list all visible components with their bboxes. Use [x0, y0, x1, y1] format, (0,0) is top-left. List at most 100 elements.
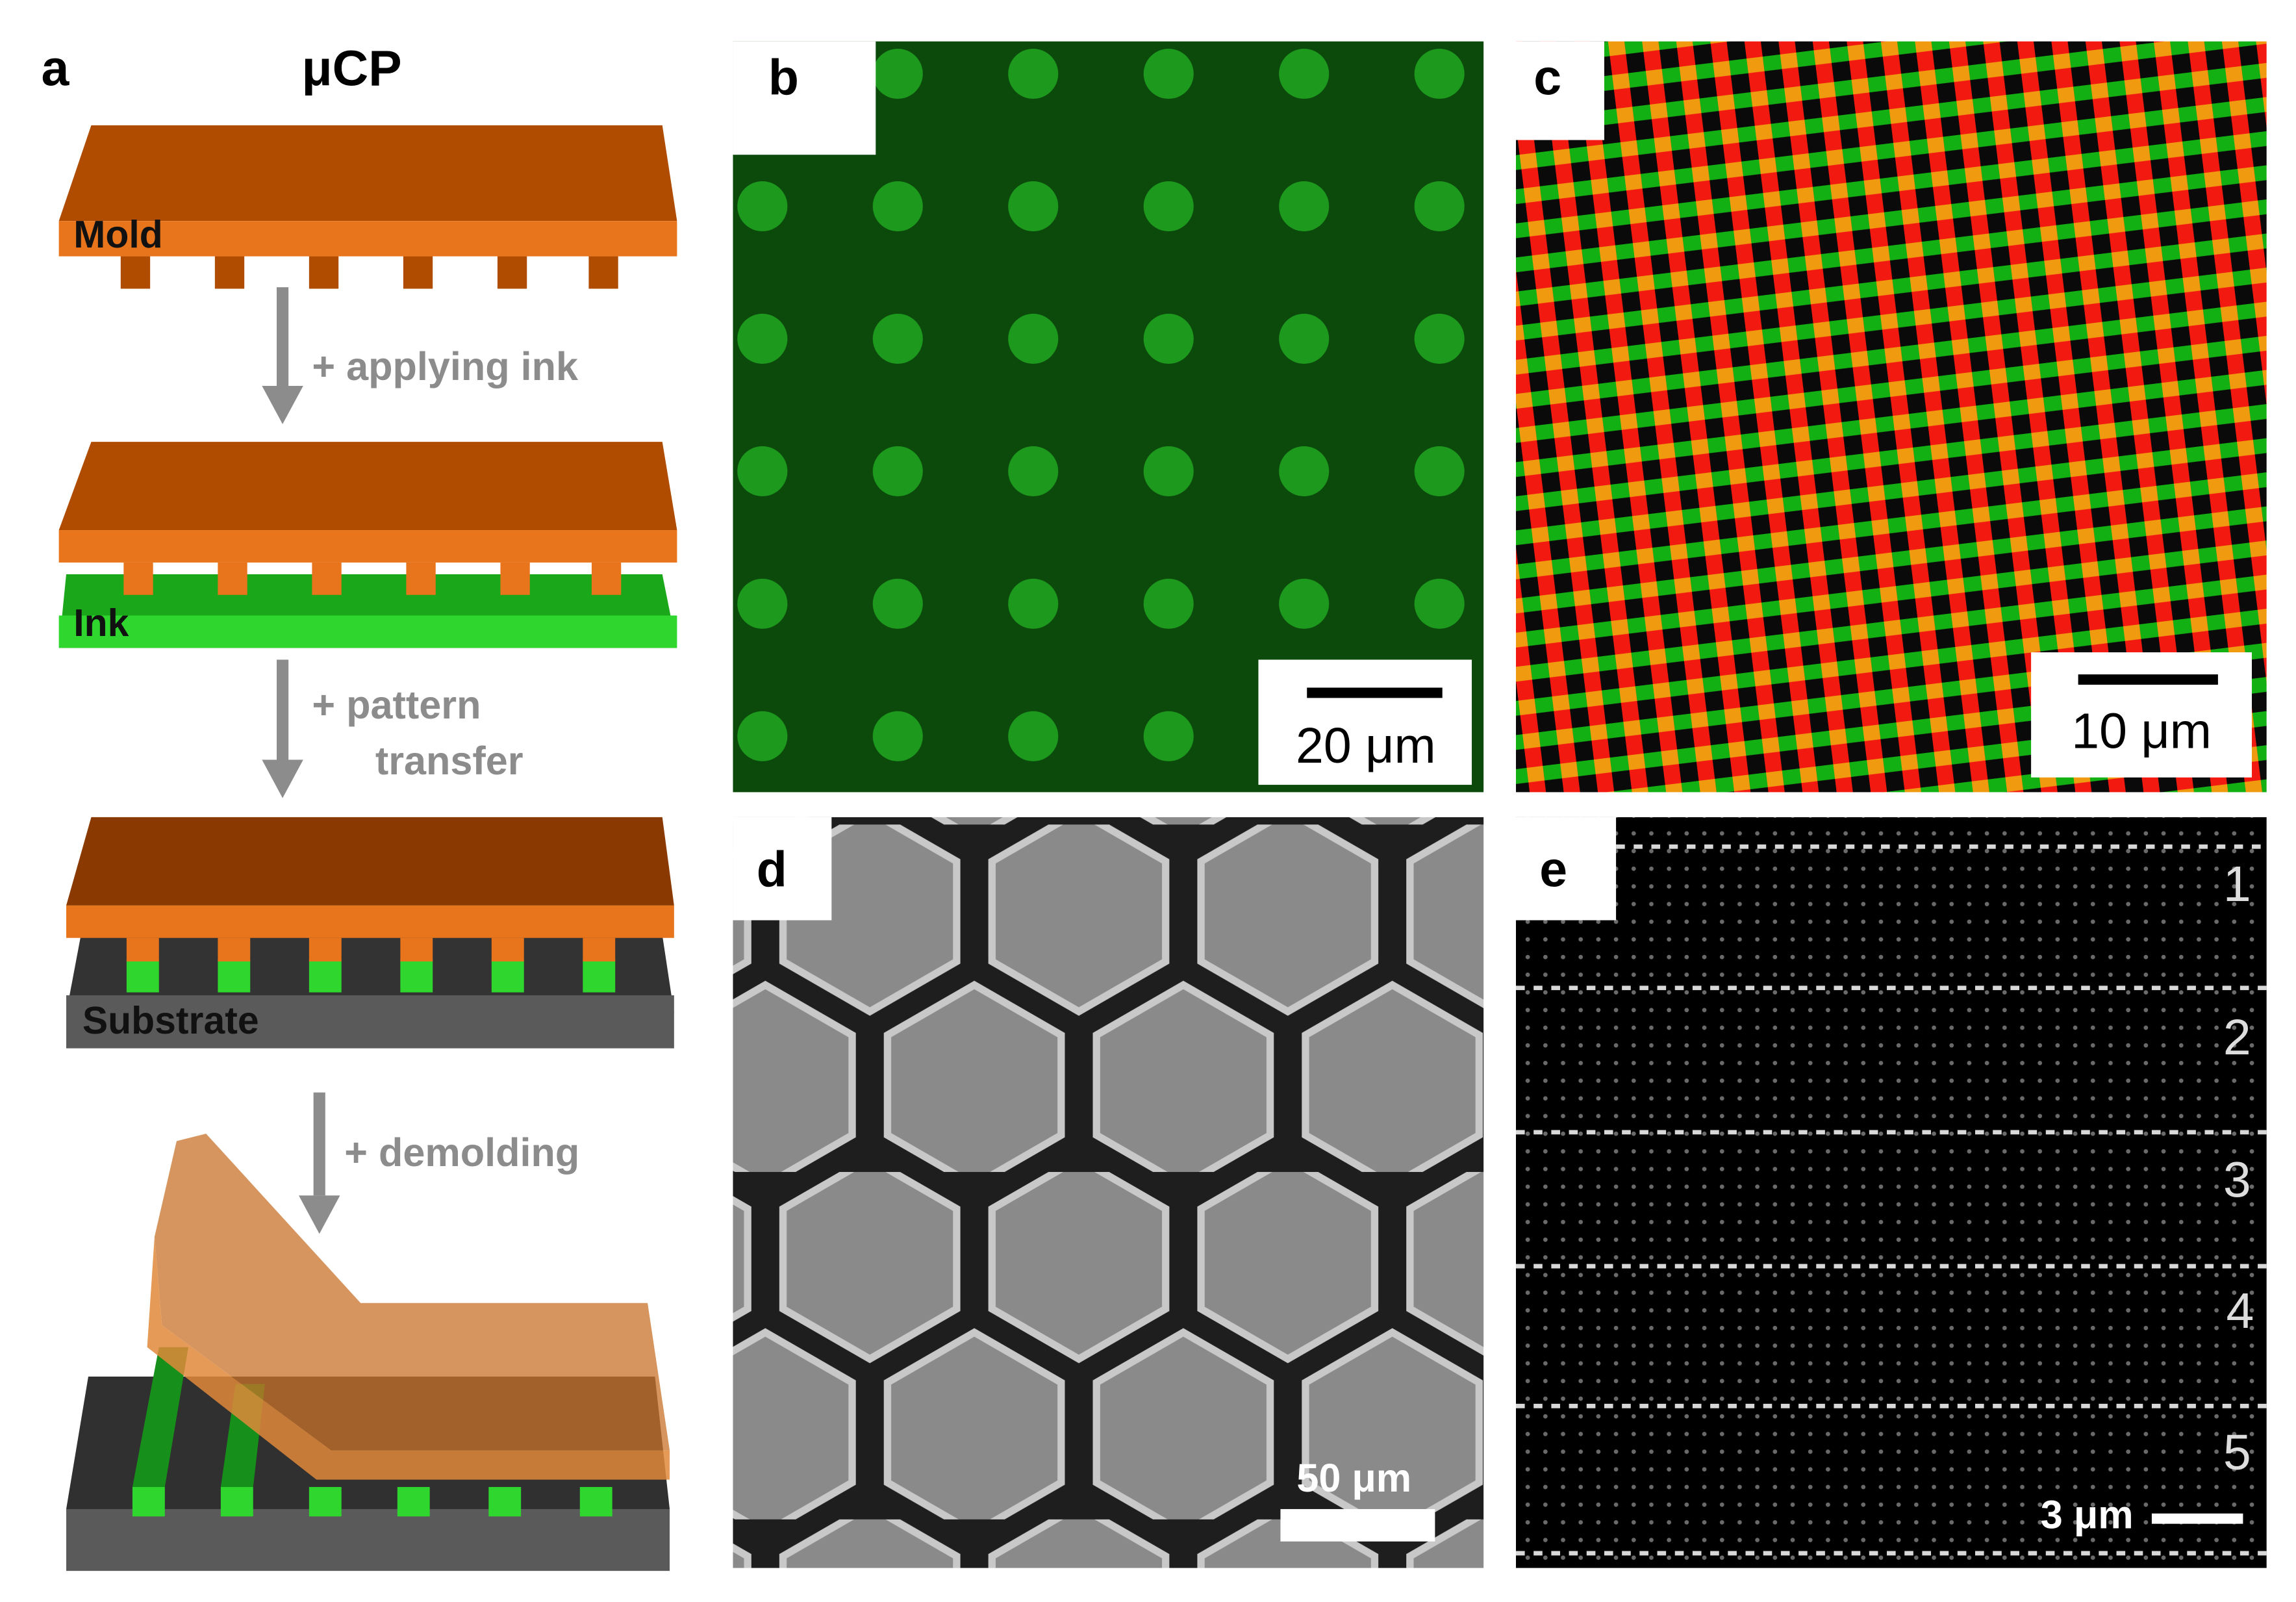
shape [277, 287, 289, 390]
shape [491, 937, 524, 961]
shape [66, 905, 674, 938]
shape [1280, 1508, 1435, 1542]
panel-b-image [733, 41, 1484, 793]
shape [262, 759, 303, 798]
shape [147, 1236, 670, 1480]
panel-label: a [41, 41, 69, 97]
mold-label: Mold [73, 214, 162, 256]
scale-bar-label: 3 μm [2041, 1492, 2134, 1536]
row-number: 2 [2223, 1010, 2251, 1065]
shape [309, 256, 339, 289]
shape [218, 960, 251, 993]
shape [2151, 1513, 2243, 1524]
shape [126, 937, 616, 961]
shape [262, 385, 303, 424]
shape [120, 256, 151, 289]
shape [733, 41, 876, 155]
shape [154, 1134, 670, 1451]
shape [220, 1486, 253, 1517]
shape [588, 256, 618, 289]
panel-title: μCP [302, 41, 402, 97]
shape [58, 221, 677, 257]
shape [491, 960, 524, 993]
row-number: 5 [2223, 1425, 2251, 1481]
shape [214, 256, 245, 289]
shape [66, 995, 674, 1049]
shape [309, 937, 342, 961]
ink-label: Ink [73, 602, 129, 644]
shape [120, 256, 618, 289]
shape [583, 937, 616, 961]
shape [400, 937, 433, 961]
arrow [262, 287, 303, 424]
mold-ink [58, 442, 677, 648]
shape [58, 615, 677, 648]
shape [1516, 844, 2267, 1556]
shape [66, 1508, 670, 1571]
shape [132, 1347, 189, 1487]
shape [126, 960, 159, 993]
shape [309, 1486, 342, 1517]
shape [312, 562, 342, 595]
shape [579, 1486, 612, 1517]
row-number: 1 [2223, 856, 2251, 912]
shape [66, 817, 674, 906]
panel-label: c [1533, 49, 1561, 105]
shape [1307, 687, 1443, 698]
shape [733, 817, 1484, 1568]
shape [403, 256, 433, 289]
row-number: 4 [2226, 1283, 2254, 1339]
shape [132, 1486, 612, 1517]
panel-e-image [1516, 817, 2267, 1568]
shape [406, 562, 436, 595]
step-label: + pattern [312, 683, 481, 727]
step-label: + demolding [344, 1130, 579, 1175]
substrate-label: Substrate [82, 1000, 259, 1042]
shape [58, 125, 677, 222]
shape [397, 1486, 430, 1517]
shape [1516, 41, 1604, 140]
mold-1 [58, 125, 677, 289]
scale-bar-label: 20 μm [1296, 718, 1436, 774]
scale-bar-label: 10 μm [2071, 703, 2212, 759]
shape [583, 960, 616, 993]
panel-label: b [768, 49, 799, 105]
shape [277, 659, 289, 763]
panel-c-image [1516, 41, 2267, 793]
shape [58, 442, 677, 531]
shape [123, 562, 153, 595]
shape [218, 937, 251, 961]
scale-bar-label: 50 μm [1296, 1456, 1411, 1500]
step-label: transfer [375, 739, 524, 783]
shape [126, 960, 616, 993]
shape [2078, 674, 2218, 685]
shape [1516, 817, 1617, 921]
shape [2031, 652, 2252, 778]
shape [733, 817, 832, 921]
demolding [66, 1134, 670, 1571]
shape [299, 1195, 340, 1234]
shape [58, 530, 677, 563]
panel-label: d [757, 841, 787, 897]
shape [497, 256, 527, 289]
arrow [299, 1092, 340, 1234]
shape [1258, 659, 1472, 785]
row-number: 3 [2223, 1152, 2251, 1208]
shape [126, 937, 159, 961]
panel-d-image [733, 817, 1484, 1568]
shape [313, 1092, 325, 1196]
panel-label: e [1539, 841, 1567, 897]
shape [1516, 817, 2267, 1568]
shape [488, 1486, 522, 1517]
shape [591, 562, 622, 595]
shape [123, 562, 622, 595]
shape [218, 562, 247, 595]
arrow [262, 659, 303, 798]
shape [400, 960, 433, 993]
shape [500, 562, 530, 595]
step-label: + applying ink [312, 344, 579, 388]
mold-substrate [66, 817, 674, 1049]
shape [132, 1486, 165, 1517]
shape [309, 960, 342, 993]
